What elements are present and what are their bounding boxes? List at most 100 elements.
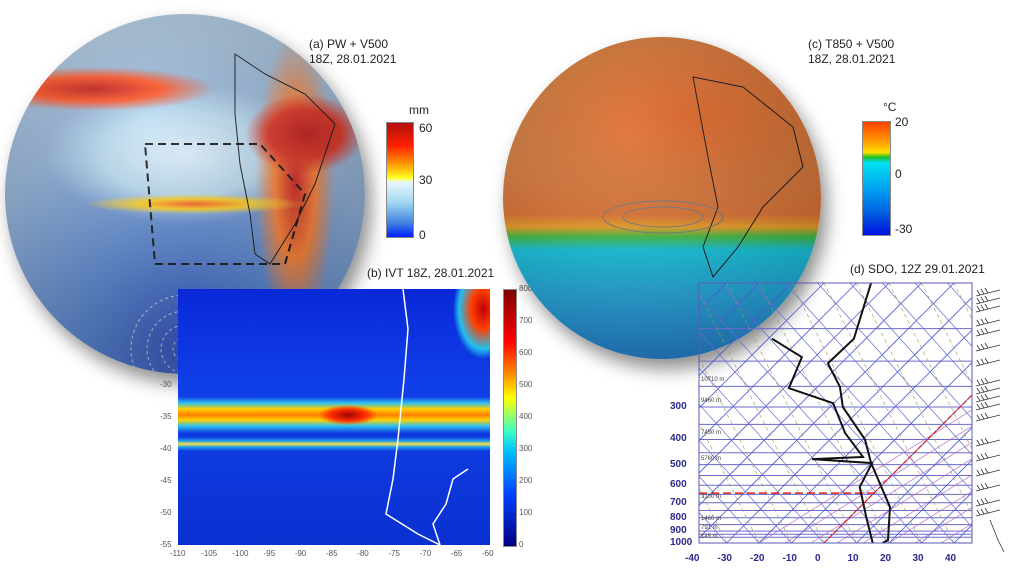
colorbar-b-tick: 100 xyxy=(519,508,533,517)
colorbar-b xyxy=(503,289,517,547)
wind-barb xyxy=(975,327,1001,337)
colorbar-b-tick: 800 xyxy=(519,284,533,293)
dry-adiabat xyxy=(784,283,972,492)
plot-frame xyxy=(698,282,973,544)
colorbar-a-tick: 60 xyxy=(419,121,433,135)
panel-c-title: (c) T850 + V500 18Z, 28.01.2021 xyxy=(808,37,895,67)
temperature-tick-label: -30 xyxy=(717,553,732,564)
grid-group xyxy=(699,283,1024,543)
wind-barb xyxy=(975,401,1001,411)
mixing-ratio xyxy=(810,442,972,543)
mixing-ratio xyxy=(888,490,972,543)
pressure-tick-label: 600 xyxy=(670,479,687,491)
wind-barb xyxy=(975,393,1001,403)
temperature-tick-label: -40 xyxy=(685,553,700,564)
colorbar-b-tick: 600 xyxy=(519,348,533,357)
colorbar-a-unit: mm xyxy=(409,103,429,117)
x-tick-label: -70 xyxy=(419,549,432,558)
pressure-tick-label: 1000 xyxy=(670,537,693,548)
height-label: 7430 m xyxy=(701,430,722,437)
moist-adiabat xyxy=(953,283,972,320)
panel-c-title-line1: (c) T850 + V500 xyxy=(808,37,895,51)
y-tick-label: -45 xyxy=(160,476,172,485)
mixing-ratio xyxy=(862,474,972,543)
colorbar-c-tick: 20 xyxy=(895,115,909,129)
mixing-ratio xyxy=(914,507,972,543)
wind-barb xyxy=(975,295,1001,305)
height-label: 5760 m xyxy=(701,455,722,462)
dry-adiabat xyxy=(699,331,890,543)
colorbar-b-tick: 500 xyxy=(519,380,533,389)
isotherm xyxy=(699,283,760,344)
temperature-line xyxy=(826,283,891,543)
pressure-tick-label: 700 xyxy=(670,496,687,508)
colorbar-a xyxy=(386,122,414,238)
colorbar-b-tick: 0 xyxy=(519,540,524,549)
panel-a-title-line1: (a) PW + V500 xyxy=(309,37,389,51)
dry-adiabat xyxy=(699,475,760,543)
wind-barb xyxy=(975,437,1001,447)
dry-adiabat xyxy=(699,439,792,543)
moist-adiabat xyxy=(921,283,972,385)
colorbar-c-tick: 0 xyxy=(895,167,902,181)
colorbar-b-tick: 700 xyxy=(519,316,533,325)
wind-barb xyxy=(975,385,1001,395)
colorbar-b-tick: 300 xyxy=(519,444,533,453)
x-tick-label: -60 xyxy=(482,549,494,558)
isotherm xyxy=(1019,283,1024,543)
colorbar-c xyxy=(862,121,891,236)
y-tick-label: -40 xyxy=(160,444,172,453)
x-tick-label: -90 xyxy=(294,549,307,558)
ivt-map xyxy=(178,289,490,545)
mixing-ratio xyxy=(836,458,972,543)
pressure-tick-label: 900 xyxy=(670,525,687,537)
pressure-tick-label: 400 xyxy=(670,433,687,445)
wind-barb xyxy=(975,357,1001,367)
dewpoint-line xyxy=(771,337,874,543)
pressure-tick-label: 800 xyxy=(670,511,687,523)
x-tick-label: -75 xyxy=(388,549,400,558)
temperature-tick-label: -10 xyxy=(782,553,797,564)
wind-barb xyxy=(975,507,1001,517)
isotherm xyxy=(953,524,972,543)
isotherm xyxy=(726,296,972,543)
wind-barb xyxy=(975,342,1001,352)
wind-barb xyxy=(975,287,1001,297)
y-tick-label: -35 xyxy=(160,412,172,421)
isotherm xyxy=(856,426,972,543)
temperature-tick-label: 20 xyxy=(880,553,892,564)
isotherm xyxy=(791,361,972,543)
dry-adiabat xyxy=(817,283,972,456)
isotherm xyxy=(699,283,727,312)
wind-barb xyxy=(989,519,1005,553)
dry-adiabat xyxy=(914,283,972,347)
x-tick-label: -80 xyxy=(357,549,369,558)
isotherm xyxy=(699,283,792,377)
pressure-tick-label: 500 xyxy=(670,458,687,470)
wind-barb xyxy=(975,412,1001,422)
colorbar-b-tick: 200 xyxy=(519,476,533,485)
wind-barb xyxy=(975,377,1001,387)
isotherm xyxy=(921,491,972,543)
height-label: 145 m xyxy=(701,534,718,540)
dry-adiabat xyxy=(699,403,825,543)
panel-d-title: (d) SDO, 12Z 29.01.2021 xyxy=(850,262,985,276)
isotherm xyxy=(758,329,972,543)
height-label: 1460 m xyxy=(701,515,722,522)
isotherm xyxy=(699,283,955,539)
dry-adiabat xyxy=(699,367,857,543)
wind-barb xyxy=(975,317,1001,327)
y-tick-label: -55 xyxy=(160,540,172,549)
dry-adiabat xyxy=(947,283,972,311)
dry-adiabat xyxy=(752,283,972,528)
isotherm xyxy=(699,283,922,507)
isotherm xyxy=(699,283,890,474)
isotherm xyxy=(888,459,972,543)
wind-barb xyxy=(975,482,1001,492)
colorbar-c-unit: °C xyxy=(883,100,897,114)
dry-adiabat xyxy=(980,283,1024,543)
temperature-tick-label: -20 xyxy=(750,553,765,564)
colorbar-b-tick: 400 xyxy=(519,412,533,421)
panel-a-title: (a) PW + V500 18Z, 28.01.2021 xyxy=(309,37,396,67)
